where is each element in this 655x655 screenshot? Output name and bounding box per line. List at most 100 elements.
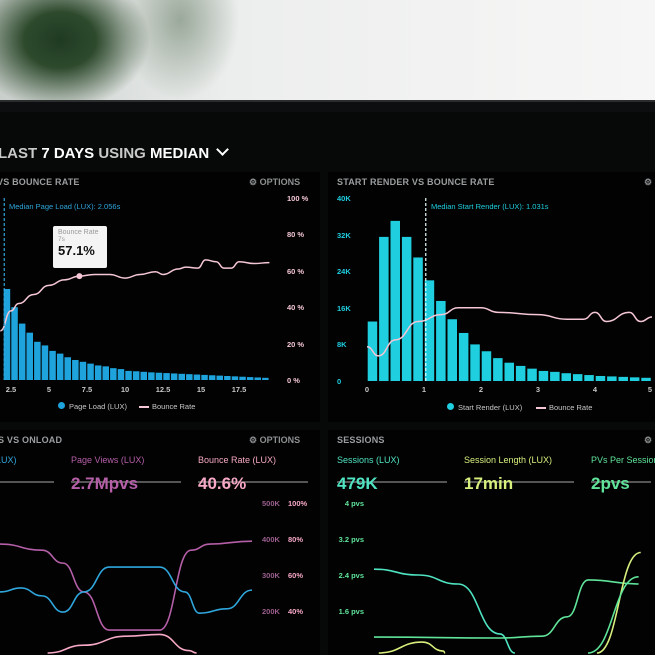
y-tick-label: 8K [337, 340, 347, 350]
metric-label: Page Views (LUX) [71, 455, 145, 465]
bar [3, 289, 11, 380]
bar [72, 359, 79, 380]
bar [584, 375, 594, 381]
gear-icon[interactable]: ⚙ [644, 435, 653, 445]
page-load-panel [0, 172, 320, 422]
bar [254, 377, 261, 380]
bar [178, 373, 185, 380]
y-tick-label: 0 [337, 377, 342, 386]
legend-item-bounce-rate[interactable]: Bounce Rate [536, 403, 592, 412]
y-tick-label: 60 % [287, 266, 305, 276]
y-tick-label: 1.6 pvs [338, 607, 364, 616]
y-tick-label: 300K [262, 571, 280, 580]
panel-title: VS BOUNCE RATE [0, 177, 80, 187]
metric-label: Bounce Rate (LUX) [198, 455, 277, 465]
y-tick-label: 4 pvs [344, 499, 364, 508]
bar [390, 220, 400, 381]
date-range-selector[interactable]: LAST 7 DAYS USING MEDIAN [0, 143, 230, 162]
bar [125, 370, 132, 380]
metric-value: 17min [464, 474, 514, 493]
bar [527, 368, 537, 381]
y-tick-label: 24K [337, 267, 351, 277]
bar [49, 350, 56, 380]
bar [515, 365, 526, 381]
x-tick-label: 10 [120, 385, 130, 394]
y-tick-label: 2.4 pvs [338, 571, 364, 580]
tooltip-sub: 7s [58, 236, 65, 243]
series-line [0, 566, 253, 614]
metric-label: PVs Per Session [591, 455, 655, 465]
bar [148, 372, 155, 380]
metric-underline [464, 481, 574, 483]
x-tick-label: 0 [364, 385, 370, 394]
tooltip-value: 57.1% [58, 243, 95, 258]
y-tick-label: 80 % [287, 230, 305, 240]
panel-title: START RENDER VS BOUNCE RATE [337, 177, 495, 187]
options-button[interactable]: ⚙ OPTIONS [249, 435, 300, 446]
bar [117, 369, 125, 380]
y-tick-label: 40 % [287, 303, 305, 313]
legend-label: Bounce Rate [549, 403, 593, 412]
bar [208, 375, 216, 380]
legend-line-icon [139, 406, 149, 409]
y-tick-label: 200K [262, 607, 280, 616]
series-line [0, 540, 253, 631]
legend-label: Start Render (LUX) [458, 403, 523, 412]
y-tick-label: 40% [288, 607, 304, 616]
bar [595, 375, 606, 381]
gear-icon: ⚙ [249, 435, 260, 445]
gear-icon[interactable]: ⚙ [644, 177, 653, 187]
tooltip-title: Bounce Rate [58, 229, 99, 236]
bar [140, 371, 147, 380]
metric-value: 2pvs [591, 474, 630, 493]
bar [262, 377, 269, 380]
y-tick-label: 60% [288, 571, 304, 580]
y-tick-label: 80% [288, 535, 304, 544]
metric-label: Sessions (LUX) [337, 455, 400, 465]
header-prefix: LAST [0, 145, 38, 162]
header-method: MEDIAN [150, 145, 210, 162]
x-tick-label: 5 [647, 385, 653, 394]
bar [458, 332, 469, 381]
metric-value: 479K [337, 474, 378, 493]
bar [629, 377, 640, 381]
tooltip: Bounce Rate 7s 57.1% [53, 226, 107, 268]
options-button[interactable]: ⚙ OPTIONS [249, 177, 300, 188]
bar [110, 368, 117, 380]
bar [447, 319, 457, 381]
metric-label: LUX) [0, 455, 17, 465]
y-tick-label: 100% [288, 499, 308, 508]
y-tick-label: 100 % [287, 194, 309, 203]
bar [186, 374, 193, 380]
bar [163, 373, 170, 380]
x-tick-label: 2 [478, 385, 484, 394]
metric-value: 40.6% [198, 474, 247, 493]
x-tick-label: 4 [592, 385, 598, 394]
panel-title: S VS ONLOAD [0, 435, 63, 445]
bar [18, 323, 26, 380]
legend-item-bounce-rate[interactable]: Bounce Rate [139, 402, 195, 411]
bar [224, 375, 231, 380]
bar [155, 372, 163, 380]
x-tick-label: 12.5 [155, 385, 171, 394]
legend-label: Page Load (LUX) [69, 402, 127, 411]
legend-item-page-load[interactable]: Page Load (LUX) [58, 402, 127, 411]
bar [41, 345, 49, 380]
series-line [373, 568, 516, 654]
bar [193, 374, 201, 380]
bar [379, 236, 389, 381]
bar [572, 374, 583, 381]
options-label: OPTIONS [259, 177, 301, 187]
bar [94, 365, 102, 380]
series-line [47, 633, 197, 654]
series-line [378, 641, 446, 654]
bar [246, 377, 254, 380]
hover-point [76, 273, 83, 280]
x-tick-label: 15 [196, 385, 206, 394]
y-tick-label: 20 % [287, 339, 305, 349]
legend-dot-icon [58, 402, 65, 409]
legend-item-start-render[interactable]: Start Render (LUX) [447, 403, 522, 412]
bar [401, 236, 412, 381]
bar [550, 371, 560, 381]
series-line [587, 576, 639, 654]
